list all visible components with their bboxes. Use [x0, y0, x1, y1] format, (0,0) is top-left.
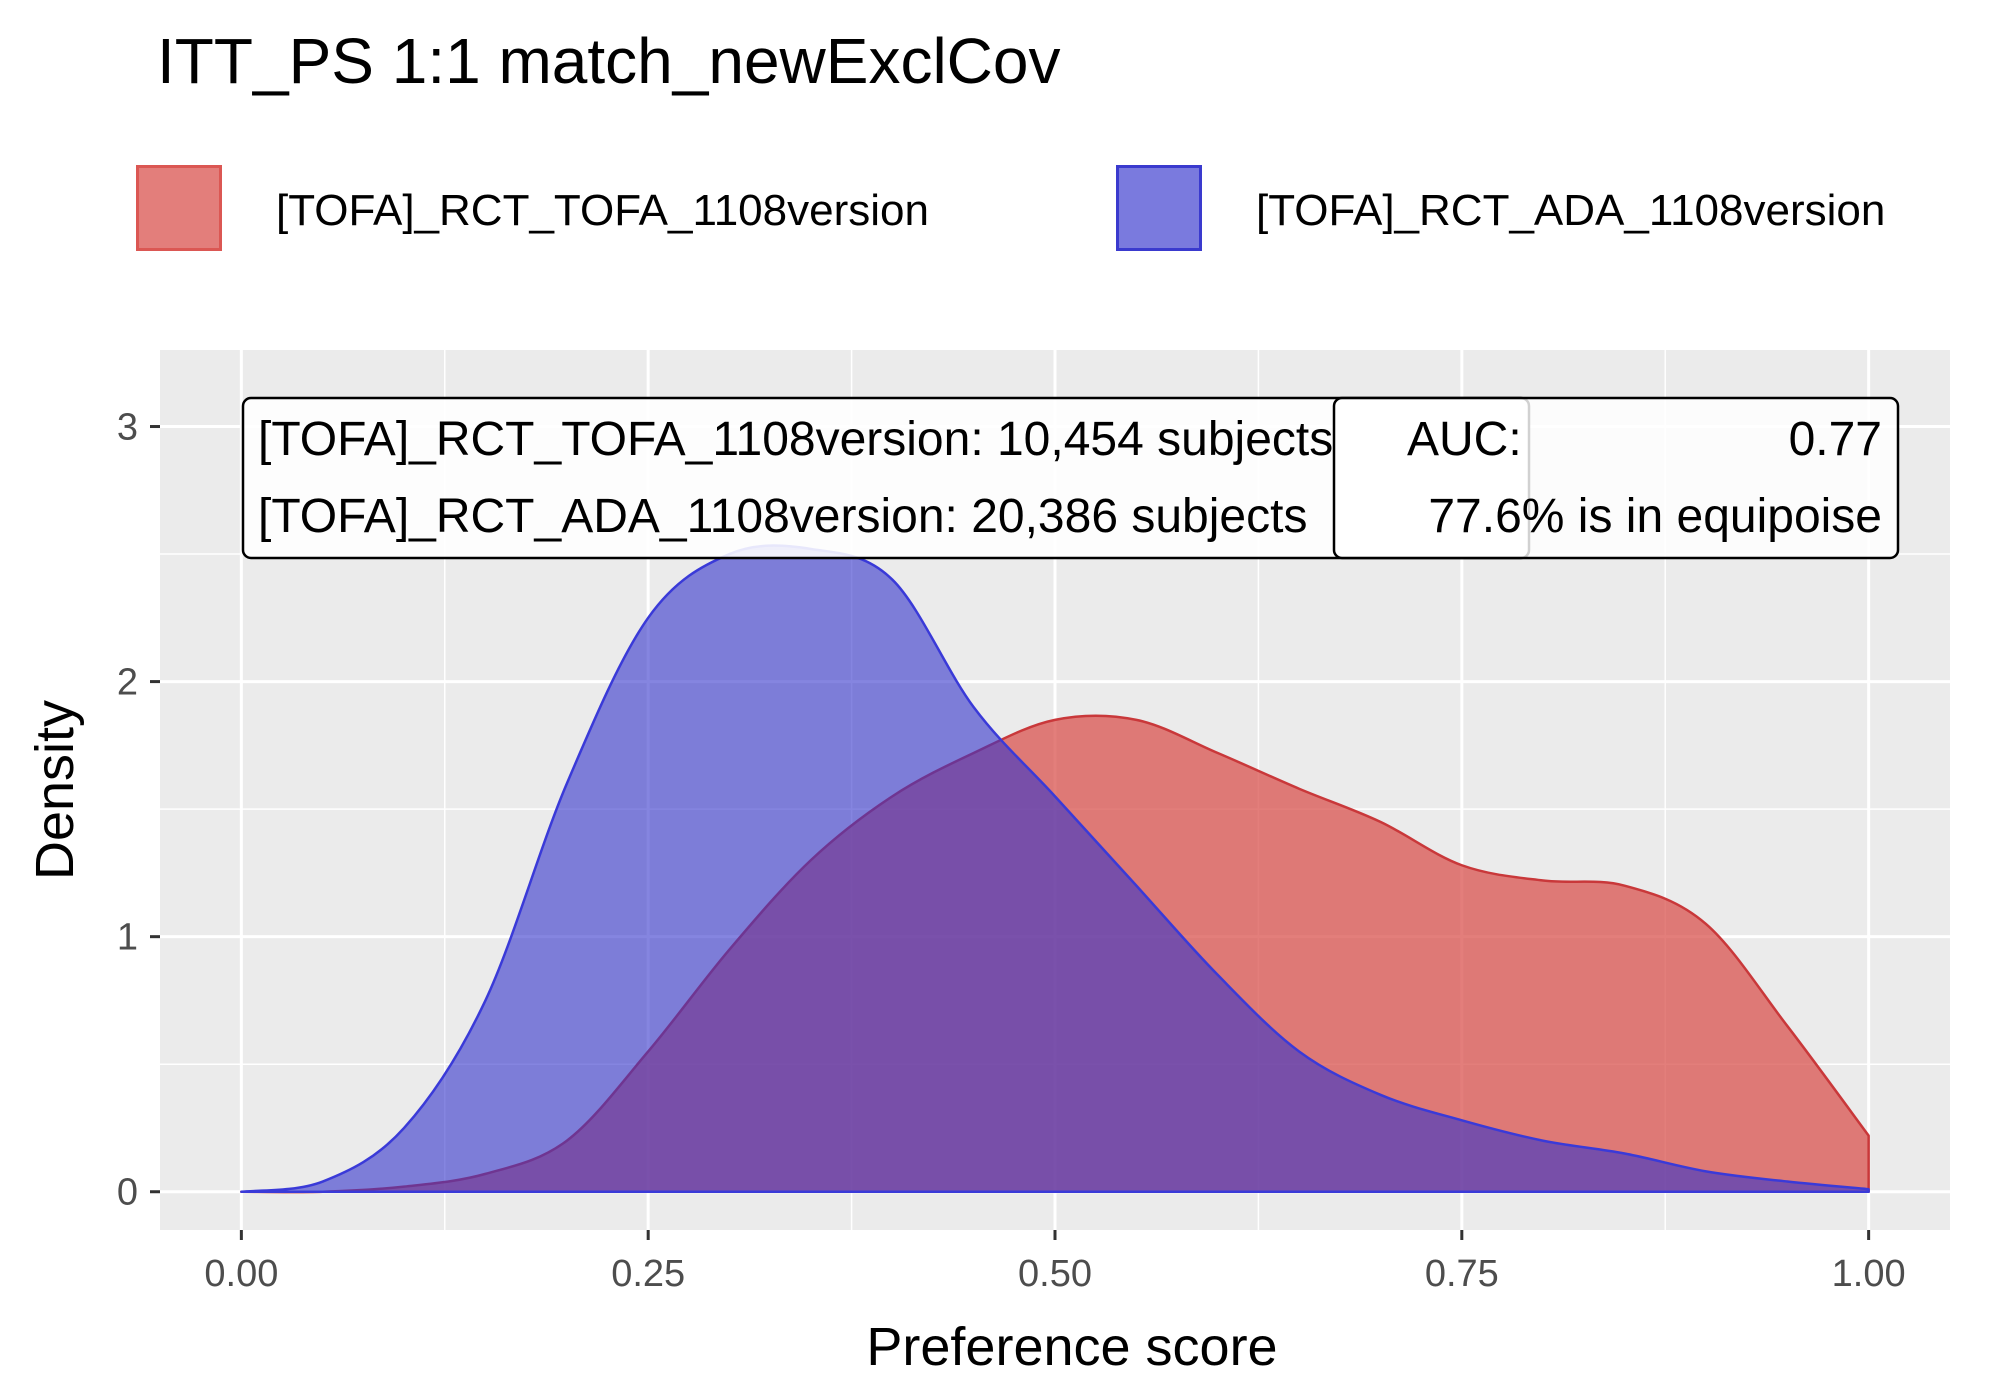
y-tick-label: 3 — [117, 407, 138, 449]
x-tick-label: 0.00 — [204, 1253, 278, 1295]
subjects-line-2: [TOFA]_RCT_ADA_1108version: 20,386 subje… — [258, 490, 1307, 543]
legend-swatch-tofa — [136, 165, 222, 251]
auc-label: AUC: — [1407, 413, 1522, 466]
x-tick-label: 0.75 — [1425, 1253, 1499, 1295]
y-tick-label: 1 — [117, 917, 138, 959]
legend-label-tofa: [TOFA]_RCT_TOFA_1108version — [276, 186, 929, 235]
density-area-ada — [240, 544, 1870, 1193]
subjects-line-1: [TOFA]_RCT_TOFA_1108version: 10,454 subj… — [258, 413, 1333, 466]
auc-value: 0.77 — [1789, 413, 1882, 466]
equipoise-text: 77.6% is in equipoise — [1428, 490, 1882, 543]
y-tick-label: 0 — [117, 1172, 138, 1214]
legend-label-ada: [TOFA]_RCT_ADA_1108version — [1256, 186, 1886, 235]
x-tick-label: 1.00 — [1832, 1253, 1906, 1295]
axes: 0.00 0.25 0.50 0.75 1.00 0 1 2 3 — [117, 407, 1906, 1295]
y-tick-label: 2 — [117, 662, 138, 704]
y-axis-label: Density — [25, 700, 85, 880]
x-tick-label: 0.25 — [611, 1253, 685, 1295]
x-axis-label: Preference score — [866, 1317, 1277, 1377]
x-tick-label: 0.50 — [1018, 1253, 1092, 1295]
chart-title: ITT_PS 1:1 match_newExclCov — [157, 25, 1061, 97]
auc-annotation-box — [1332, 396, 1900, 560]
legend-swatch-ada — [1116, 165, 1202, 251]
density-areas — [240, 544, 1870, 1194]
